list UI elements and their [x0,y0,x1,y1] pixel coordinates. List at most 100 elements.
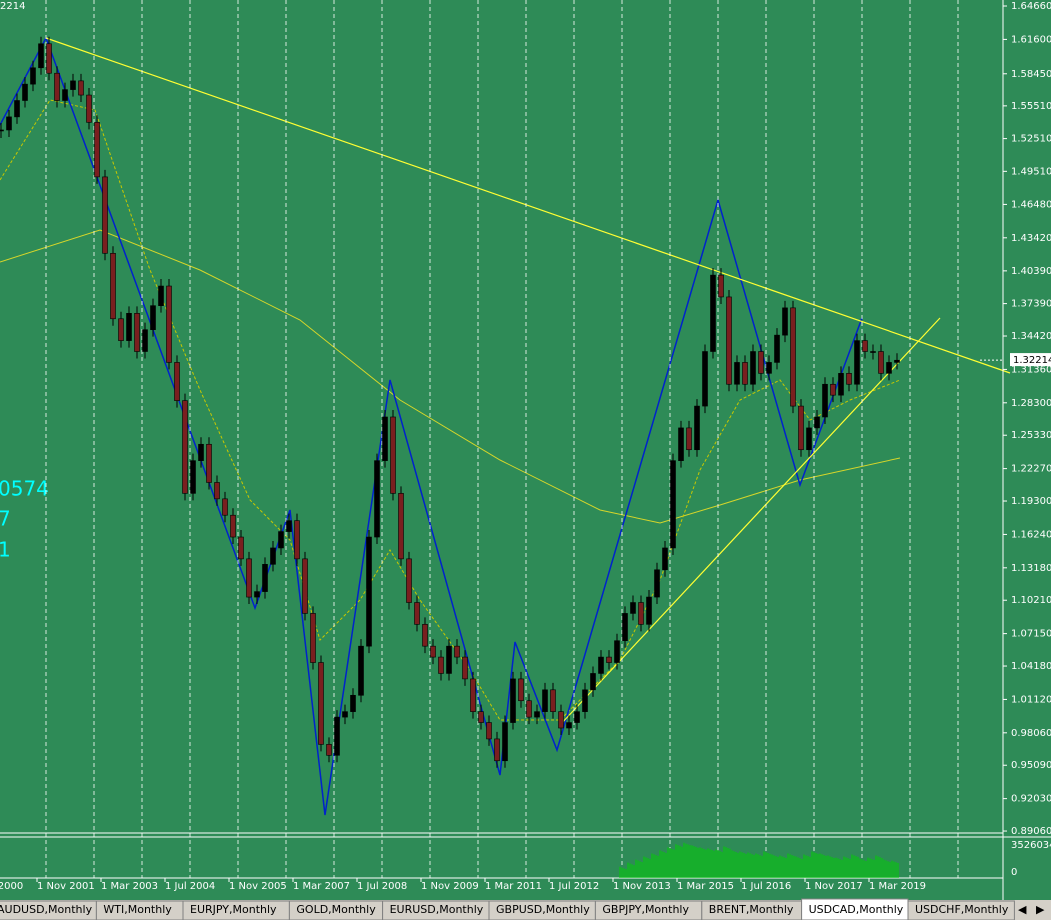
candle [590,673,596,691]
candle [790,307,796,407]
x-tick-label: 1 Nov 2009 [421,881,479,892]
current-price-label: 1.32214 [1013,355,1051,366]
x-tick-label: 1 Mar 2015 [677,881,734,892]
candle [22,83,28,101]
candle [158,285,164,306]
candle [326,744,332,756]
x-tick-label: 1 Jul 2016 [741,881,791,892]
candle [518,678,524,702]
candle [54,72,60,101]
tab-label[interactable]: WTI,Monthly [103,903,172,916]
candle [238,536,244,560]
candle [894,359,900,363]
candle [878,351,884,374]
tab-label[interactable]: EURJPY,Monthly [190,903,277,916]
candle [190,460,196,494]
candle [726,296,732,385]
tab-label[interactable]: AUDUSD,Monthly [0,903,93,916]
candle [574,711,580,723]
y-tick-label: 1.37390 [1011,299,1051,310]
candle [734,362,740,385]
candle [782,307,788,336]
candle [46,43,52,74]
candle [438,656,444,674]
candle [806,427,812,451]
x-tick-label: 1 Nov 2017 [805,881,863,892]
candle [366,536,372,647]
candle [174,362,180,401]
candle [750,351,756,385]
tab-label[interactable]: GBPUSD,Monthly [496,903,590,916]
tab[interactable] [907,900,1015,920]
indicators [0,36,1011,816]
y-tick-label: 1.55510 [1011,101,1051,112]
y-tick-label: 0.89060 [1011,826,1051,837]
y-tick-label: 1.28300 [1011,398,1051,409]
candle [262,564,268,592]
candle [566,722,572,729]
candle [230,514,236,538]
candle [6,116,12,131]
y-tick-label: 1.34420 [1011,331,1051,342]
candle [334,716,340,756]
y-tick-label: 1.19300 [1011,496,1051,507]
candle [886,362,892,374]
y-tick-label: 0.95090 [1011,760,1051,771]
tab-label[interactable]: USDCHF,Monthly [915,903,1009,916]
candle [526,700,532,718]
y-tick-label: 1.58450 [1011,69,1051,80]
x-tick-label: 1 Mar 2019 [869,881,926,892]
candle [302,558,308,614]
candle [414,602,420,625]
candle [710,274,716,352]
y-tick-label: 1.13180 [1011,563,1051,574]
candle [478,711,484,723]
y-tick-label: 1.61600 [1011,34,1051,45]
candle [166,285,172,363]
tab-label[interactable]: BRENT,Monthly [709,903,794,916]
y-tick-label: 1.04180 [1011,661,1051,672]
chart-bg [0,0,1051,900]
candle [342,711,348,718]
tab-label[interactable]: USDCAD,Monthly [809,903,904,916]
candle [558,711,564,729]
candle [758,351,764,374]
tab-label[interactable]: GOLD,Monthly [296,903,376,916]
candle [278,531,284,549]
x-tick-label: 1 Jul 2008 [357,881,407,892]
tab-scroll-left[interactable]: ◀ [1018,903,1027,916]
ma-fast [0,99,901,721]
y-tick-label: 1.22270 [1011,464,1051,475]
tab-scroll-right[interactable]: ▶ [1036,903,1045,916]
candle [102,176,108,254]
y-tick-label: 1.49510 [1011,166,1051,177]
volume-tick-label: 0 [1011,867,1017,878]
candle [694,405,700,451]
tab-label[interactable]: EURUSD,Monthly [390,903,484,916]
x-tick-label: 1 Nov 2013 [613,881,671,892]
x-tick-label: 1 Mar 2007 [293,881,350,892]
candle [30,67,36,85]
candle [38,43,44,69]
candle [486,722,492,740]
y-tick-label: 1.46480 [1011,199,1051,210]
candle [398,493,404,560]
info-text: 7 [0,507,11,531]
y-tick-label: 1.31360 [1011,364,1051,375]
candle [646,596,652,625]
candle [838,373,844,396]
candle [718,274,724,298]
candle [638,602,644,625]
candle [798,405,804,451]
candle [854,340,860,385]
candle [182,400,188,494]
tab-label[interactable]: GBPJPY,Monthly [602,903,689,916]
candle [374,460,380,538]
candle [126,313,132,341]
x-tick-label: 1 Mar 2011 [485,881,542,892]
y-tick-label: 1.16240 [1011,529,1051,540]
y-tick-label: 1.10210 [1011,595,1051,606]
candle [598,656,604,674]
info-text: 1 [0,538,11,562]
